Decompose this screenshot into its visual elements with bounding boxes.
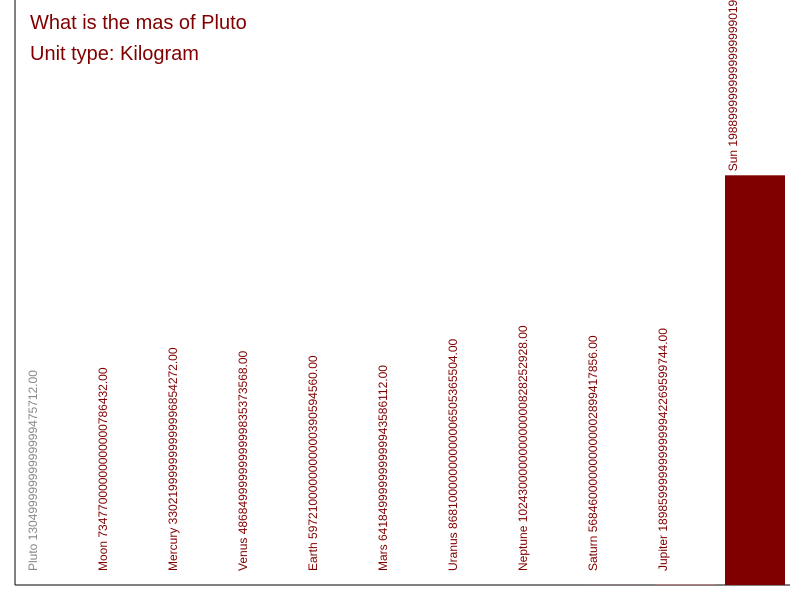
bar-label: Uranus 86810000000000006505365504.00 (446, 338, 460, 571)
bar-label: Earth 5972100000000000390594560.00 (306, 355, 320, 571)
bar-label: Sun 1988999999999999999019020380000000.0… (726, 0, 740, 171)
bar-label: Saturn 568460000000000002899417856.00 (586, 335, 600, 571)
chart-subtitle: Unit type: Kilogram (30, 43, 199, 65)
bar-label: Mercury 330219999999999996854272.00 (166, 347, 180, 571)
bar-label: Moon 73477000000000000786432.00 (96, 367, 110, 571)
bar-label: Jupiter 1898599999999999942269599744.00 (656, 328, 670, 571)
bar-label: Pluto 13049999999999999475712.00 (26, 370, 40, 571)
bar-label: Mars 641849999999999943586112.00 (376, 365, 390, 571)
bar-label: Neptune 102430000000000000828252928.00 (516, 325, 530, 571)
chart-title: What is the mas of Pluto (30, 12, 247, 34)
bar-label: Venus 4868499999999999835373568.00 (236, 350, 250, 571)
bar (725, 175, 785, 586)
